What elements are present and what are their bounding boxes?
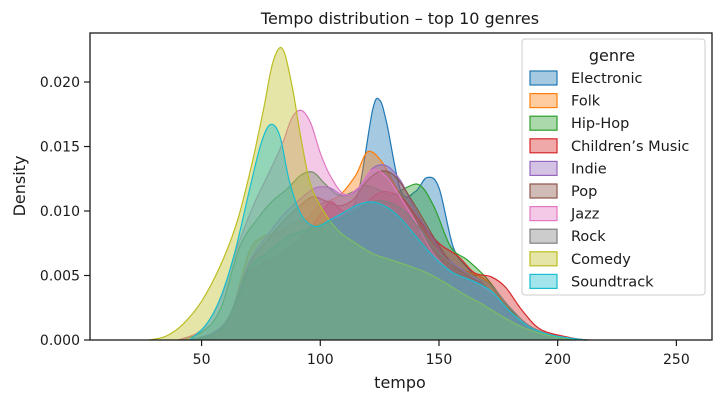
area-electronic bbox=[201, 98, 587, 340]
x-tick-label: 200 bbox=[544, 352, 571, 368]
x-axis: 50 100 150 200 250 bbox=[193, 340, 690, 368]
y-tick-label: 0.020 bbox=[40, 75, 80, 91]
legend-items: Electronic Folk Hip-Hop Children’s Music Ind… bbox=[529, 70, 689, 290]
area-jazz bbox=[177, 110, 591, 340]
legend-label-jazz: Jazz bbox=[570, 207, 599, 223]
y-tick-label: 0.005 bbox=[40, 269, 80, 285]
legend: genre Electronic Folk Hip-Hop Children’s Mu… bbox=[521, 38, 706, 296]
x-tick-label: 100 bbox=[307, 352, 334, 368]
legend-label-hip-hop: Hip-Hop bbox=[571, 116, 629, 132]
area-children-s-music bbox=[196, 191, 587, 340]
line-children-s-music bbox=[196, 190, 587, 341]
legend-label-rock: Rock bbox=[571, 229, 606, 245]
x-tick-label: 150 bbox=[426, 352, 453, 368]
legend-label-children-s-music: Children’s Music bbox=[571, 139, 689, 155]
legend-title: genre bbox=[589, 46, 635, 65]
plot-frame bbox=[89, 32, 713, 341]
area-pop bbox=[189, 170, 587, 340]
legend-swatch-comedy bbox=[529, 251, 558, 267]
legend-box bbox=[521, 38, 706, 296]
legend-label-folk: Folk bbox=[571, 94, 601, 110]
legend-swatch-soundtrack bbox=[529, 273, 558, 289]
density-areas bbox=[149, 47, 591, 341]
legend-swatch-rock bbox=[529, 228, 558, 244]
area-hip-hop bbox=[177, 171, 587, 340]
legend-label-electronic: Electronic bbox=[571, 71, 643, 87]
legend-label-indie: Indie bbox=[571, 161, 607, 177]
x-axis-title: tempo bbox=[374, 373, 426, 392]
x-tick-label: 250 bbox=[663, 352, 690, 368]
legend-swatch-children-s-music bbox=[529, 138, 558, 154]
line-soundtrack bbox=[189, 123, 589, 341]
legend-label-comedy: Comedy bbox=[571, 252, 631, 268]
y-tick-label: 0.000 bbox=[40, 333, 80, 349]
area-folk bbox=[189, 151, 587, 340]
area-comedy bbox=[149, 47, 587, 340]
legend-swatch-folk bbox=[529, 92, 558, 109]
chart-title: Tempo distribution – top 10 genres bbox=[260, 9, 539, 28]
legend-swatch-hip-hop bbox=[529, 115, 558, 131]
area-soundtrack bbox=[189, 124, 589, 340]
y-tick-label: 0.015 bbox=[40, 140, 80, 156]
y-tick-label: 0.010 bbox=[40, 204, 80, 220]
legend-swatch-jazz bbox=[529, 206, 558, 222]
line-indie bbox=[189, 164, 587, 341]
x-tick-label: 50 bbox=[193, 352, 211, 368]
line-pop bbox=[189, 170, 587, 341]
y-axis: 0.000 0.005 0.010 0.015 0.020 bbox=[40, 75, 90, 349]
line-comedy bbox=[149, 47, 587, 341]
legend-swatch-pop bbox=[529, 183, 558, 199]
legend-swatch-electronic bbox=[529, 70, 558, 86]
legend-label-soundtrack: Soundtrack bbox=[571, 274, 654, 290]
line-rock bbox=[189, 199, 587, 341]
area-indie bbox=[189, 164, 587, 340]
area-rock bbox=[189, 200, 587, 340]
line-folk bbox=[189, 150, 587, 341]
legend-label-pop: Pop bbox=[571, 184, 597, 200]
y-axis-title: Density bbox=[10, 156, 29, 217]
legend-swatch-indie bbox=[529, 160, 558, 176]
